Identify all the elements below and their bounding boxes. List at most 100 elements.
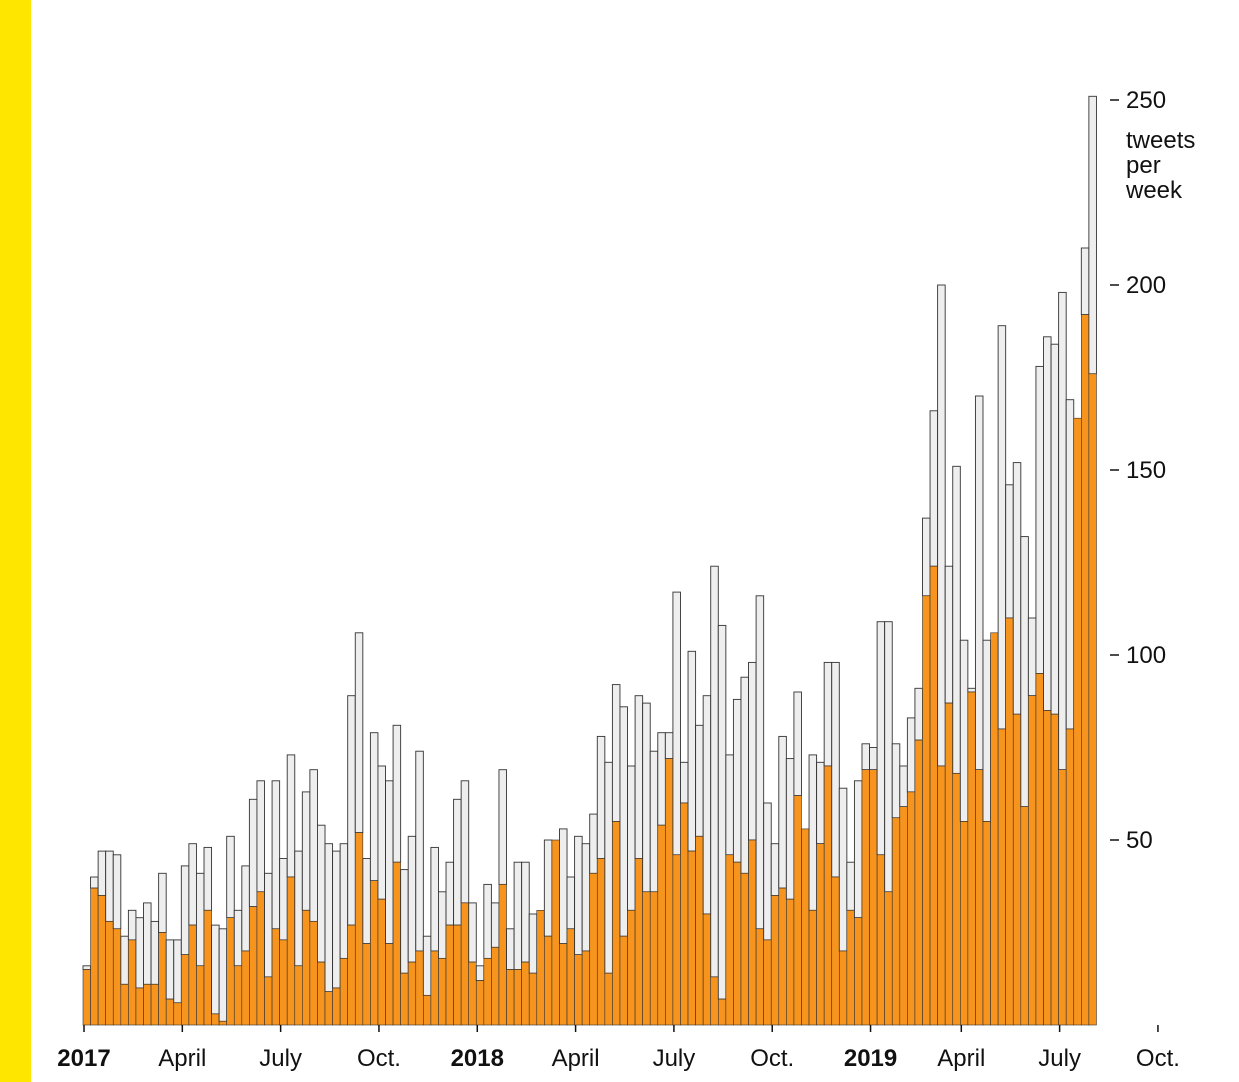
bar-secondary-segment (362, 858, 371, 945)
bar-secondary-segment (846, 861, 855, 911)
bar-secondary-segment (869, 747, 878, 771)
bar-primary-segment (551, 839, 560, 1026)
bar-primary-segment (400, 972, 409, 1026)
bar-secondary-segment (672, 591, 681, 856)
bar-primary-segment (438, 958, 447, 1026)
bar-secondary-segment (861, 743, 870, 771)
bar-secondary-segment (468, 902, 477, 963)
bar-primary-segment (846, 909, 855, 1026)
bar-primary-segment (778, 887, 787, 1026)
bar-secondary-segment (702, 695, 712, 915)
bar-secondary-segment (922, 517, 931, 597)
bar-secondary-segment (226, 835, 235, 919)
bar-primary-segment (733, 861, 742, 1026)
bar-primary-segment (1012, 713, 1022, 1026)
bar-primary-segment (324, 991, 333, 1026)
bar-secondary-segment (347, 695, 356, 926)
bar-primary-segment (385, 943, 394, 1026)
bar-primary-segment (445, 924, 454, 1026)
bar-primary-segment (649, 891, 659, 1026)
bar-secondary-segment (793, 691, 802, 797)
bar-secondary-segment (143, 902, 152, 985)
bar-secondary-segment (1027, 617, 1037, 697)
bar-primary-segment (1065, 728, 1075, 1026)
bar-secondary-segment (1020, 536, 1029, 808)
bar-secondary-segment (740, 676, 749, 874)
bar-secondary-segment (763, 802, 772, 941)
bar-primary-segment (687, 850, 696, 1026)
bar-secondary-segment (445, 861, 455, 926)
bar-secondary-segment (392, 724, 402, 863)
bar-secondary-segment (498, 769, 507, 885)
bar-secondary-segment (490, 902, 500, 948)
bar-secondary-segment (952, 465, 961, 774)
bar-secondary-segment (732, 698, 742, 863)
bar-primary-segment (128, 939, 137, 1026)
bar-primary-segment (506, 969, 515, 1026)
bar-secondary-segment (453, 798, 462, 926)
bar-secondary-segment (695, 724, 704, 837)
bar-secondary-segment (808, 754, 818, 911)
bar-primary-segment (884, 891, 893, 1026)
bar-secondary-segment (831, 661, 840, 878)
bar-secondary-segment (294, 850, 303, 967)
y-axis: 50 100 150 200 250 (1110, 87, 1166, 854)
bar-primary-segment (596, 858, 606, 1026)
bar-secondary-segment (256, 780, 265, 893)
bar-primary-segment (90, 887, 99, 1026)
bar-secondary-segment (112, 854, 122, 930)
bar-primary-segment (536, 909, 545, 1026)
x-tick-label: 2017 (57, 1045, 110, 1072)
bar-primary-segment (491, 946, 500, 1026)
bar-secondary-segment (581, 843, 591, 952)
bar-secondary-segment (407, 835, 417, 963)
bar-primary-segment (770, 895, 780, 1026)
bar-secondary-segment (642, 702, 651, 893)
bar-secondary-segment (876, 621, 886, 856)
bar-primary-segment (922, 595, 931, 1026)
bar-secondary-segment (483, 883, 492, 959)
bar-secondary-segment (385, 780, 394, 945)
bar-secondary-segment (1088, 95, 1097, 375)
bar-primary-segment (120, 983, 129, 1026)
bar-secondary-segment (377, 765, 386, 900)
x-tick-label: July (259, 1045, 302, 1072)
bar-secondary-segment (1035, 365, 1044, 674)
x-tick-label: Oct. (1136, 1045, 1180, 1072)
bar-primary-segment (589, 872, 598, 1026)
bar-secondary-segment (853, 780, 863, 919)
bar-primary-segment (1088, 373, 1097, 1026)
bar-secondary-segment (173, 939, 182, 1004)
bar-secondary-segment (657, 732, 666, 826)
x-tick-label: July (653, 1045, 696, 1072)
bar-secondary-segment (97, 850, 107, 896)
bar-secondary-segment (317, 824, 326, 963)
bar-primary-segment (1043, 710, 1052, 1026)
bar-secondary-segment (354, 632, 364, 834)
bar-secondary-segment (725, 754, 734, 856)
bar-primary-segment (793, 795, 802, 1026)
bar-primary-segment (286, 876, 296, 1026)
bar-primary-segment (717, 998, 727, 1026)
bar-primary-segment (869, 769, 878, 1026)
x-tick-label: April (937, 1045, 985, 1072)
bar-secondary-segment (422, 935, 432, 996)
bar-secondary-segment (513, 861, 523, 970)
bar-primary-segment (256, 891, 265, 1026)
bar-primary-segment (218, 1020, 227, 1026)
y-unit-label-line: week (1125, 177, 1183, 204)
bar-primary-segment (528, 972, 538, 1026)
bar-primary-segment (831, 876, 840, 1026)
bar-primary-segment (899, 806, 908, 1026)
bar-secondary-segment (286, 754, 296, 878)
bar-primary-segment (112, 928, 122, 1026)
bar-secondary-segment (528, 913, 538, 974)
bar-primary-segment (725, 854, 734, 1026)
bar-secondary-segment (264, 872, 273, 978)
bar-secondary-segment (574, 835, 583, 956)
bar-primary-segment (861, 769, 870, 1026)
bar-secondary-segment (309, 769, 318, 922)
bar-primary-segment (294, 965, 303, 1026)
